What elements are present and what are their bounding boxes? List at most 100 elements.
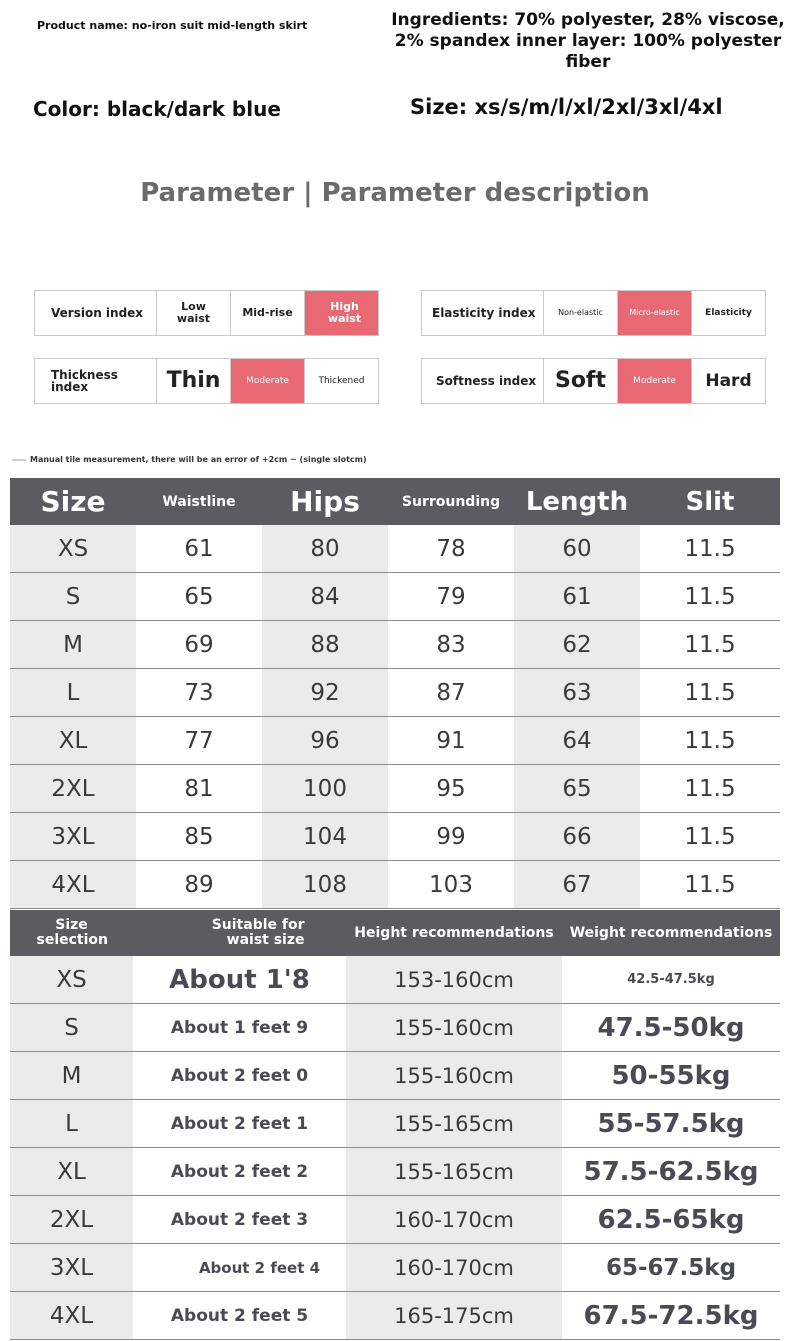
cell-length: 61 [514, 572, 640, 621]
cell-weight-recommendation: 47.5-50kg [562, 1003, 780, 1052]
cell-hips: 88 [262, 620, 388, 669]
size-table-header: Size Waistline Hips Surrounding Length S… [10, 478, 780, 525]
cell-waistline: 81 [136, 764, 262, 813]
parameter-title: Parameter | Parameter description [140, 178, 650, 208]
cell-waistline: 77 [136, 716, 262, 765]
cell-surrounding: 91 [388, 716, 514, 765]
cell-weight-recommendation: 62.5-65kg [562, 1195, 780, 1244]
cell-weight-recommendation: 42.5-47.5kg [562, 956, 780, 1004]
cell-height-recommendation: 160-170cm [346, 1195, 562, 1244]
cell-waist-size: About 1 feet 9 [133, 1003, 346, 1052]
cell-slit: 11.5 [640, 572, 780, 621]
color-text: Color: black/dark blue [33, 97, 281, 121]
cell-hips: 104 [262, 812, 388, 861]
cell-hips: 108 [262, 860, 388, 909]
cell-waistline: 85 [136, 812, 262, 861]
cell-hips: 80 [262, 525, 388, 573]
cell-surrounding: 103 [388, 860, 514, 909]
cell-waist-size: About 2 feet 3 [133, 1195, 346, 1244]
cell-surrounding: 79 [388, 572, 514, 621]
header-slit: Slit [640, 478, 780, 525]
table-row: 3XL About 2 feet 4 160-170cm 65-67.5kg [10, 1243, 780, 1292]
header-length: Length [514, 478, 640, 525]
elasticity-index-label: Elasticity index [422, 291, 544, 335]
elasticity-index-box: Elasticity index Non-elastic Micro-elast… [421, 290, 766, 336]
recommend-table-header: Size selection Suitable for waist size H… [10, 910, 780, 956]
header-waistline: Waistline [136, 478, 262, 525]
cell-weight-recommendation: 55-57.5kg [562, 1099, 780, 1148]
cell-length: 67 [514, 860, 640, 909]
cell-size-selection: 4XL [10, 1291, 133, 1340]
softness-option-hard: Hard [705, 371, 752, 391]
softness-option-soft: Soft [544, 359, 618, 403]
cell-weight-recommendation: 57.5-62.5kg [562, 1147, 780, 1196]
cell-waist-size: About 2 feet 5 [133, 1291, 346, 1340]
product-name: Product name: no-iron suit mid-length sk… [37, 19, 308, 32]
cell-height-recommendation: 165-175cm [346, 1291, 562, 1340]
cell-size: S [10, 572, 136, 621]
cell-size: 2XL [10, 764, 136, 813]
measurement-note: Manual tile measurement, there will be a… [12, 455, 367, 464]
cell-waistline: 73 [136, 668, 262, 717]
cell-waist-size: About 2 feet 2 [133, 1147, 346, 1196]
cell-height-recommendation: 155-165cm [346, 1099, 562, 1148]
cell-length: 66 [514, 812, 640, 861]
cell-size: XS [10, 525, 136, 573]
cell-waist-size: About 2 feet 1 [133, 1099, 346, 1148]
size-recommendation-table: Size selection Suitable for waist size H… [10, 910, 780, 1340]
thickness-option-moderate: Moderate [231, 359, 305, 403]
cell-length: 62 [514, 620, 640, 669]
cell-slit: 11.5 [640, 860, 780, 909]
cell-waist-size: About 2 feet 0 [133, 1051, 346, 1100]
header-size: Size [10, 478, 136, 525]
thickness-option-thin: Thin [157, 359, 231, 403]
version-option-high-waist: High waist [305, 291, 378, 335]
header-hips: Hips [262, 478, 388, 525]
size-measurement-table: Size Waistline Hips Surrounding Length S… [10, 478, 780, 909]
elasticity-option-elasticity: Elasticity [705, 308, 752, 318]
cell-slit: 11.5 [640, 620, 780, 669]
cell-waistline: 89 [136, 860, 262, 909]
cell-slit: 11.5 [640, 812, 780, 861]
table-row: XL 77 96 91 64 11.5 [10, 716, 780, 765]
cell-height-recommendation: 155-160cm [346, 1003, 562, 1052]
version-option-mid-rise: Mid-rise [231, 291, 305, 335]
cell-surrounding: 78 [388, 525, 514, 573]
cell-slit: 11.5 [640, 716, 780, 765]
cell-hips: 92 [262, 668, 388, 717]
cell-size-selection: S [10, 1003, 133, 1052]
cell-slit: 11.5 [640, 668, 780, 717]
header-weight: Weight recommendations [562, 910, 780, 956]
cell-size-selection: M [10, 1051, 133, 1100]
cell-surrounding: 95 [388, 764, 514, 813]
cell-size-selection: L [10, 1099, 133, 1148]
header-waist-size: Suitable for waist size [133, 910, 346, 956]
cell-surrounding: 99 [388, 812, 514, 861]
table-row: 4XL About 2 feet 5 165-175cm 67.5-72.5kg [10, 1291, 780, 1340]
cell-waist-size: About 1'8 [133, 956, 346, 1004]
cell-size: M [10, 620, 136, 669]
version-index-box: Version index Low waist Mid-rise High wa… [34, 290, 379, 336]
cell-height-recommendation: 160-170cm [346, 1243, 562, 1292]
table-row: L About 2 feet 1 155-165cm 55-57.5kg [10, 1099, 780, 1148]
cell-length: 60 [514, 525, 640, 573]
softness-index-label: Softness index [422, 359, 544, 403]
table-row: S About 1 feet 9 155-160cm 47.5-50kg [10, 1003, 780, 1052]
cell-hips: 100 [262, 764, 388, 813]
table-row: M About 2 feet 0 155-160cm 50-55kg [10, 1051, 780, 1100]
cell-waistline: 61 [136, 525, 262, 573]
version-index-label: Version index [35, 291, 157, 335]
cell-height-recommendation: 155-165cm [346, 1147, 562, 1196]
table-row: S 65 84 79 61 11.5 [10, 572, 780, 621]
table-row: 4XL 89 108 103 67 11.5 [10, 860, 780, 909]
cell-slit: 11.5 [640, 525, 780, 573]
elasticity-option-non-elastic: Non-elastic [544, 291, 618, 335]
cell-surrounding: 83 [388, 620, 514, 669]
softness-index-box: Softness index Soft Moderate Hard [421, 358, 766, 404]
table-row: XS About 1'8 153-160cm 42.5-47.5kg [10, 956, 780, 1004]
header-surrounding: Surrounding [388, 478, 514, 525]
table-row: 2XL 81 100 95 65 11.5 [10, 764, 780, 813]
header-size-selection: Size selection [10, 910, 133, 956]
table-row: M 69 88 83 62 11.5 [10, 620, 780, 669]
note-mark-icon [12, 458, 26, 461]
